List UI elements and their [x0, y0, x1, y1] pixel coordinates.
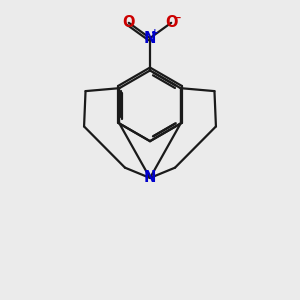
Text: N: N: [144, 170, 156, 185]
Text: −: −: [173, 13, 182, 23]
Text: O: O: [165, 15, 178, 30]
Text: +: +: [151, 28, 159, 37]
Text: O: O: [123, 15, 135, 30]
Text: N: N: [144, 31, 156, 46]
